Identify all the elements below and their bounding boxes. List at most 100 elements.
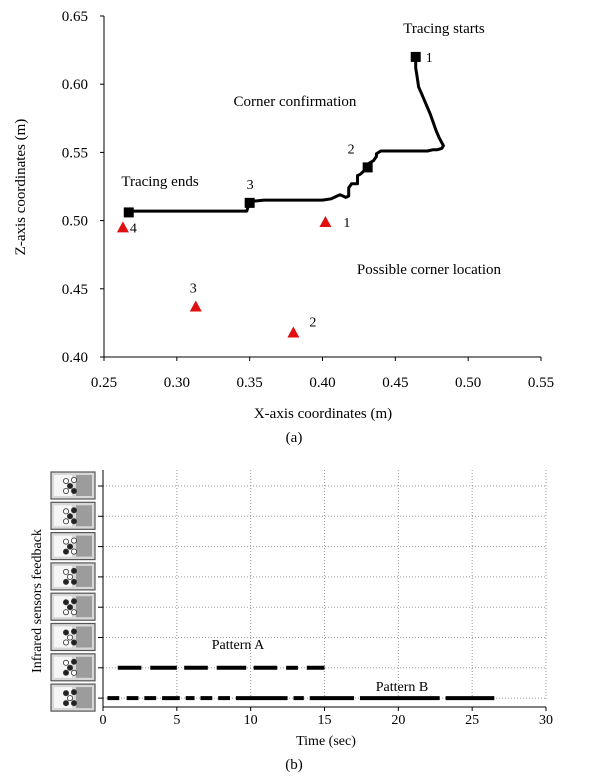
sensor-dot xyxy=(63,548,70,555)
sensor-icon-shade xyxy=(76,475,92,496)
sensor-icon xyxy=(50,592,96,621)
sensor-dot xyxy=(71,537,78,544)
square-marker-label: 2 xyxy=(348,142,355,157)
triangle-marker xyxy=(189,300,202,312)
chart-b-ylabel: Infrared sensors feedback xyxy=(30,529,45,673)
square-marker xyxy=(244,197,255,208)
sensor-dot xyxy=(63,609,70,616)
sensor-dot xyxy=(71,609,78,616)
x-tick-label: 10 xyxy=(244,713,258,728)
x-tick-label: 0.50 xyxy=(455,375,481,391)
sensor-icon xyxy=(50,622,96,652)
sensor-dot xyxy=(67,695,74,702)
x-tick-label: 20 xyxy=(391,713,405,728)
annotation-possible-corner-location: Possible corner location xyxy=(357,262,502,278)
sensor-dot xyxy=(71,487,78,494)
triangle-marker xyxy=(287,326,300,338)
sensor-dot xyxy=(71,507,78,514)
sensor-dot xyxy=(67,573,74,580)
sensor-icon xyxy=(50,562,96,591)
annotation-tracing-starts: Tracing starts xyxy=(403,21,485,37)
sensor-dot xyxy=(63,578,70,585)
sensor-dot xyxy=(71,658,78,665)
panel-b-label: (b) xyxy=(285,757,303,773)
chart-a-xlabel: X-axis coordinates (m) xyxy=(254,406,392,422)
chart-b-axes: 0 5 10 15 20 25 30 xyxy=(98,470,553,728)
y-tick-label: 0.50 xyxy=(62,214,88,230)
sensor-dot xyxy=(67,543,74,550)
sensor-dot xyxy=(63,659,70,666)
sensor-dot xyxy=(71,689,78,696)
annotation-tracing-ends: Tracing ends xyxy=(121,174,199,190)
chart-a-ylabel: Z-axis coordinates (m) xyxy=(13,119,29,256)
pattern-b-label: Pattern B xyxy=(376,680,429,695)
sensor-icon-shade xyxy=(76,565,92,587)
sensor-dot xyxy=(63,639,70,646)
sensor-dot xyxy=(63,477,70,484)
triangle-marker xyxy=(116,221,129,233)
sensor-dot xyxy=(71,518,78,525)
x-tick-label: 30 xyxy=(539,713,553,728)
corner-tracing-chart: 0.25 0.30 0.35 0.40 0.45 0.50 0.55 0.40 0.45 0.50… xyxy=(13,9,554,446)
sensor-icon xyxy=(50,531,96,561)
sensor-icon-shade xyxy=(76,535,92,557)
y-tick-label: 0.65 xyxy=(62,9,88,25)
sensor-icon xyxy=(50,653,96,682)
triangle-marker-label: 1 xyxy=(343,216,350,231)
y-tick-label: 0.60 xyxy=(62,77,88,93)
square-marker xyxy=(123,207,134,218)
x-tick-label: 0.45 xyxy=(382,375,408,391)
sensor-dot xyxy=(71,700,78,707)
sensor-dot xyxy=(71,639,78,646)
sensor-icon xyxy=(50,471,96,500)
sensor-icon xyxy=(50,683,96,712)
sensor-dot xyxy=(71,548,78,555)
x-tick-label: 0.25 xyxy=(91,375,117,391)
sensor-feedback-chart: 0 5 10 15 20 25 30 Time (sec) Infrared sensors… xyxy=(30,470,553,773)
pattern-a-label: Pattern A xyxy=(212,638,265,653)
sensor-dot xyxy=(63,487,70,494)
x-tick-label: 0.35 xyxy=(237,375,263,391)
sensor-dot xyxy=(71,669,78,676)
x-tick-label: 25 xyxy=(465,713,479,728)
square-marker-label: 3 xyxy=(247,178,254,193)
sensor-dot xyxy=(67,513,74,520)
sensor-dot xyxy=(63,508,70,515)
chart-a-series: 1 2 3 1 2 3 4 xyxy=(116,51,445,338)
chart-b-series xyxy=(107,665,495,701)
sensor-icon-shade xyxy=(76,656,92,678)
sensor-dot xyxy=(63,568,70,575)
sensor-dot xyxy=(67,482,74,489)
sensor-dot xyxy=(67,604,74,611)
sensor-dot xyxy=(71,567,78,574)
sensor-icon-shade xyxy=(76,626,92,648)
sensor-dot xyxy=(71,628,78,635)
triangle-marker-label: 2 xyxy=(309,315,316,330)
square-marker-label: 1 xyxy=(426,51,433,66)
sensor-dot xyxy=(63,538,70,545)
y-tick-label: 0.55 xyxy=(62,145,88,161)
sensor-dot xyxy=(63,700,70,707)
x-tick-label: 0.40 xyxy=(309,375,335,391)
sensor-dot xyxy=(67,664,74,671)
sensor-dot xyxy=(63,690,70,697)
triangle-marker xyxy=(319,215,332,227)
sensor-dot xyxy=(63,518,70,525)
x-tick-label: 0.30 xyxy=(164,375,190,391)
chart-a-ticks: 0.25 0.30 0.35 0.40 0.45 0.50 0.55 0.40 0.45 0.50… xyxy=(62,9,554,391)
sensor-icon xyxy=(50,501,96,530)
sensor-dot xyxy=(63,629,70,636)
sensor-dot xyxy=(71,578,78,585)
triangle-marker-label: 4 xyxy=(130,221,137,236)
x-tick-label: 15 xyxy=(318,713,332,728)
sensor-dot xyxy=(71,476,78,483)
sensor-icon-shade xyxy=(76,505,92,527)
annotation-corner-confirmation: Corner confirmation xyxy=(234,94,357,110)
chart-b-xlabel: Time (sec) xyxy=(296,734,356,749)
x-tick-label: 0 xyxy=(100,713,107,728)
sensor-icon-shade xyxy=(76,596,92,618)
sensor-dot xyxy=(63,599,70,606)
triangle-marker-label: 3 xyxy=(190,282,197,297)
square-marker xyxy=(410,51,421,62)
